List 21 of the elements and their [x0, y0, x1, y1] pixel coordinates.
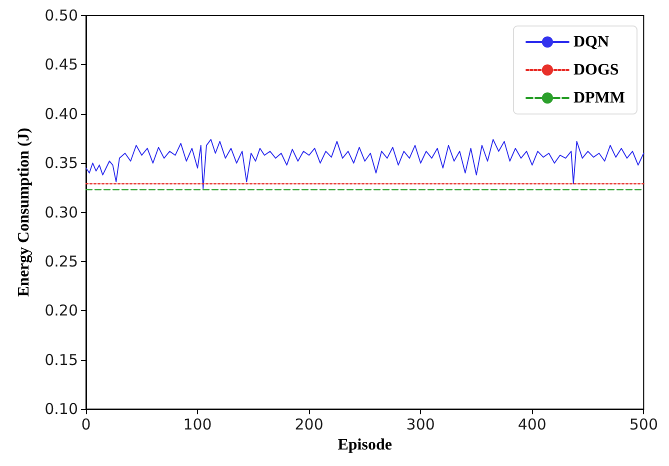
y-tick-label: 0.25 [44, 252, 78, 270]
x-tick-label: 400 [518, 416, 546, 434]
x-tick-label: 100 [183, 416, 212, 434]
y-tick-label: 0.20 [44, 302, 78, 320]
legend-label: DPMM [573, 90, 625, 106]
legend-label: DQN [573, 34, 610, 50]
x-tick-label: 500 [629, 416, 658, 434]
x-axis-title: Episode [338, 436, 392, 454]
y-tick-label: 0.45 [44, 56, 78, 74]
y-tick-label: 0.15 [44, 350, 78, 369]
y-tick-label: 0.50 [44, 6, 78, 24]
y-axis-title: Energy Consumption (J) [16, 128, 32, 297]
y-tick-label: 0.35 [44, 154, 78, 172]
x-tick-label: 300 [406, 416, 435, 434]
line-series [86, 138, 644, 190]
x-tick-label: 200 [294, 416, 324, 434]
x-tick-label: 0 [81, 416, 91, 434]
y-tick-label: 0.30 [44, 203, 78, 222]
y-tick-label: 0.40 [44, 104, 78, 123]
y-tick-label: 0.10 [44, 400, 78, 418]
legend-label: DOGS [573, 62, 619, 78]
